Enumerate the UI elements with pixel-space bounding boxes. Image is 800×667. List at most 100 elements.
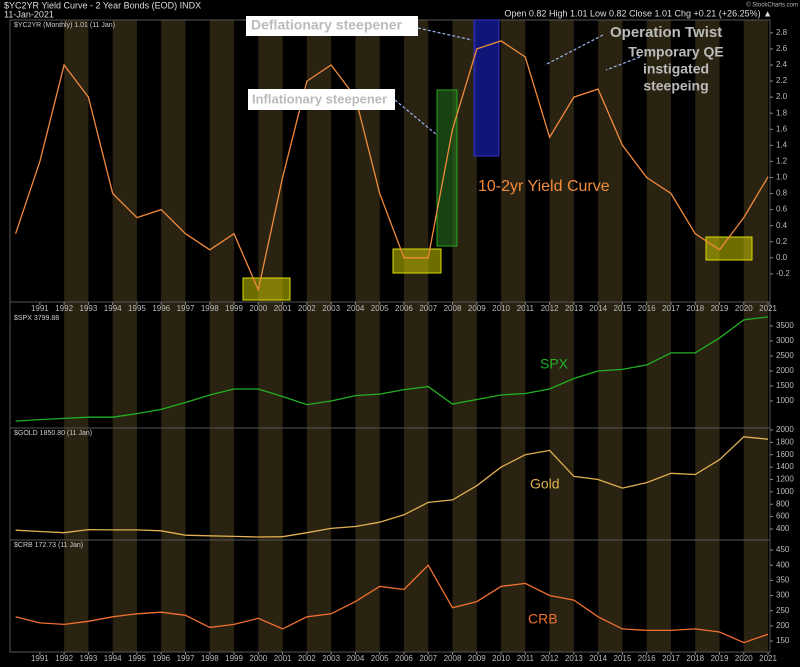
x-tick-label: 2021 [759, 654, 777, 663]
x-tick-label: 1995 [128, 304, 146, 313]
y-tick-label: 1.2 [776, 157, 788, 166]
x-tick-label: 2007 [419, 654, 437, 663]
y-tick-label: 1600 [776, 450, 794, 459]
x-tick-label: 1999 [225, 304, 243, 313]
y-tick-label: 300 [776, 591, 790, 600]
y-tick-label: 2.0 [776, 92, 788, 101]
legend-text: $GOLD 1850.80 (11 Jan) [14, 430, 92, 437]
x-tick-label: 2009 [468, 654, 486, 663]
year-band [112, 20, 137, 652]
series-line [15, 316, 769, 422]
x-tick-label: 2013 [565, 304, 583, 313]
arrow [394, 99, 438, 136]
legend-text: $CRB 172.73 (11 Jan) [14, 542, 83, 549]
y-tick-label: 2.4 [776, 60, 788, 69]
x-tick-label: 2012 [541, 304, 559, 313]
y-tick-label: 2500 [776, 351, 794, 360]
x-tick-label: 2018 [686, 654, 704, 663]
y-tick-label: 1200 [776, 475, 794, 484]
arrow [605, 56, 641, 71]
year-band [258, 20, 283, 652]
series-label: CRB [528, 611, 558, 627]
y-tick-label: 2000 [776, 366, 794, 375]
y-tick-label: 350 [776, 575, 790, 584]
x-tick-label: 2016 [638, 654, 656, 663]
x-tick-label: 2007 [419, 304, 437, 313]
y-tick-label: 0.0 [776, 253, 788, 262]
y-tick-label: 3500 [776, 321, 794, 330]
y-tick-label: 1.4 [776, 140, 788, 149]
annotation: Temporary QE [628, 44, 723, 60]
x-tick-label: 1994 [104, 304, 122, 313]
y-tick-label: 2.2 [776, 76, 788, 85]
x-tick-label: 2018 [686, 304, 704, 313]
x-tick-label: 2006 [395, 654, 413, 663]
y-tick-label: 1.8 [776, 108, 788, 117]
x-tick-label: 2013 [565, 654, 583, 663]
header-title: $YC2YR Yield Curve - 2 Year Bonds (EOD) … [4, 0, 201, 10]
highlight-box [473, 19, 500, 157]
x-tick-label: 1997 [177, 304, 195, 313]
background [64, 20, 769, 652]
x-tick-label: 2011 [517, 304, 535, 313]
legend-text: $YC2YR (Monthly) 1.01 (11 Jan) [14, 22, 115, 29]
header-quote: Open 0.82 High 1.01 Low 0.82 Close 1.01 … [504, 8, 772, 18]
x-tick-label: 1996 [152, 304, 170, 313]
y-tick-label: -0.2 [776, 269, 790, 278]
y-tick-label: 0.8 [776, 189, 788, 198]
y-tick-label: 0.4 [776, 221, 788, 230]
y-tick-label: 0.6 [776, 205, 788, 214]
year-band [598, 20, 623, 652]
series-line [15, 564, 769, 644]
y-tick-label: 1000 [776, 487, 794, 496]
header-date: 11-Jan-2021 [4, 9, 54, 19]
x-tick-label: 2006 [395, 304, 413, 313]
x-tick-label: 1993 [80, 304, 98, 313]
year-band [209, 20, 235, 652]
x-tick-label: 1998 [201, 654, 219, 663]
y-tick-label: 200 [776, 621, 790, 630]
y-tick-label: 2.8 [776, 28, 788, 37]
year-band [549, 20, 574, 652]
x-tick-label: 1995 [128, 654, 146, 663]
y-tick-label: 400 [776, 524, 790, 533]
y-tick-label: 1.6 [776, 124, 788, 133]
legend-text: $SPX 3799.88 [14, 315, 59, 322]
x-tick-label: 2001 [274, 304, 292, 313]
y-tick-label: 250 [776, 606, 790, 615]
x-tick-label: 2015 [614, 304, 632, 313]
series-label: Gold [530, 476, 560, 492]
x-tick-label: 2004 [347, 304, 365, 313]
x-tick-label: 1991 [31, 654, 49, 663]
year-band [403, 20, 429, 652]
y-tick-label: 600 [776, 512, 790, 521]
x-tick-label: 1992 [55, 654, 73, 663]
x-tick-label: 2014 [589, 654, 607, 663]
highlight-box [705, 236, 753, 261]
year-band [355, 20, 380, 652]
y-tick-label: 3000 [776, 336, 794, 345]
y-tick-label: 1.0 [776, 173, 788, 182]
x-tick-label: 2017 [662, 304, 680, 313]
x-tick-label: 2004 [347, 654, 365, 663]
x-tick-label: 2019 [711, 304, 729, 313]
x-tick-label: 2010 [492, 654, 510, 663]
y-tick-label: 800 [776, 499, 790, 508]
series-line [15, 436, 769, 538]
x-tick-label: 2000 [249, 304, 267, 313]
x-tick-label: 2008 [444, 654, 462, 663]
x-tick-label: 2019 [711, 654, 729, 663]
x-tick-label: 2020 [735, 304, 753, 313]
x-tick-label: 1998 [201, 304, 219, 313]
annotation: Operation Twist [610, 24, 722, 41]
year-band [306, 20, 332, 652]
annotation: steepeing [643, 78, 708, 94]
credit: © StockCharts.com [746, 2, 798, 9]
x-tick-label: 2003 [322, 654, 340, 663]
x-tick-label: 1994 [104, 654, 122, 663]
x-tick-label: 2009 [468, 304, 486, 313]
year-band [64, 20, 89, 652]
annotation-box [246, 16, 418, 36]
x-tick-label: 2001 [274, 654, 292, 663]
